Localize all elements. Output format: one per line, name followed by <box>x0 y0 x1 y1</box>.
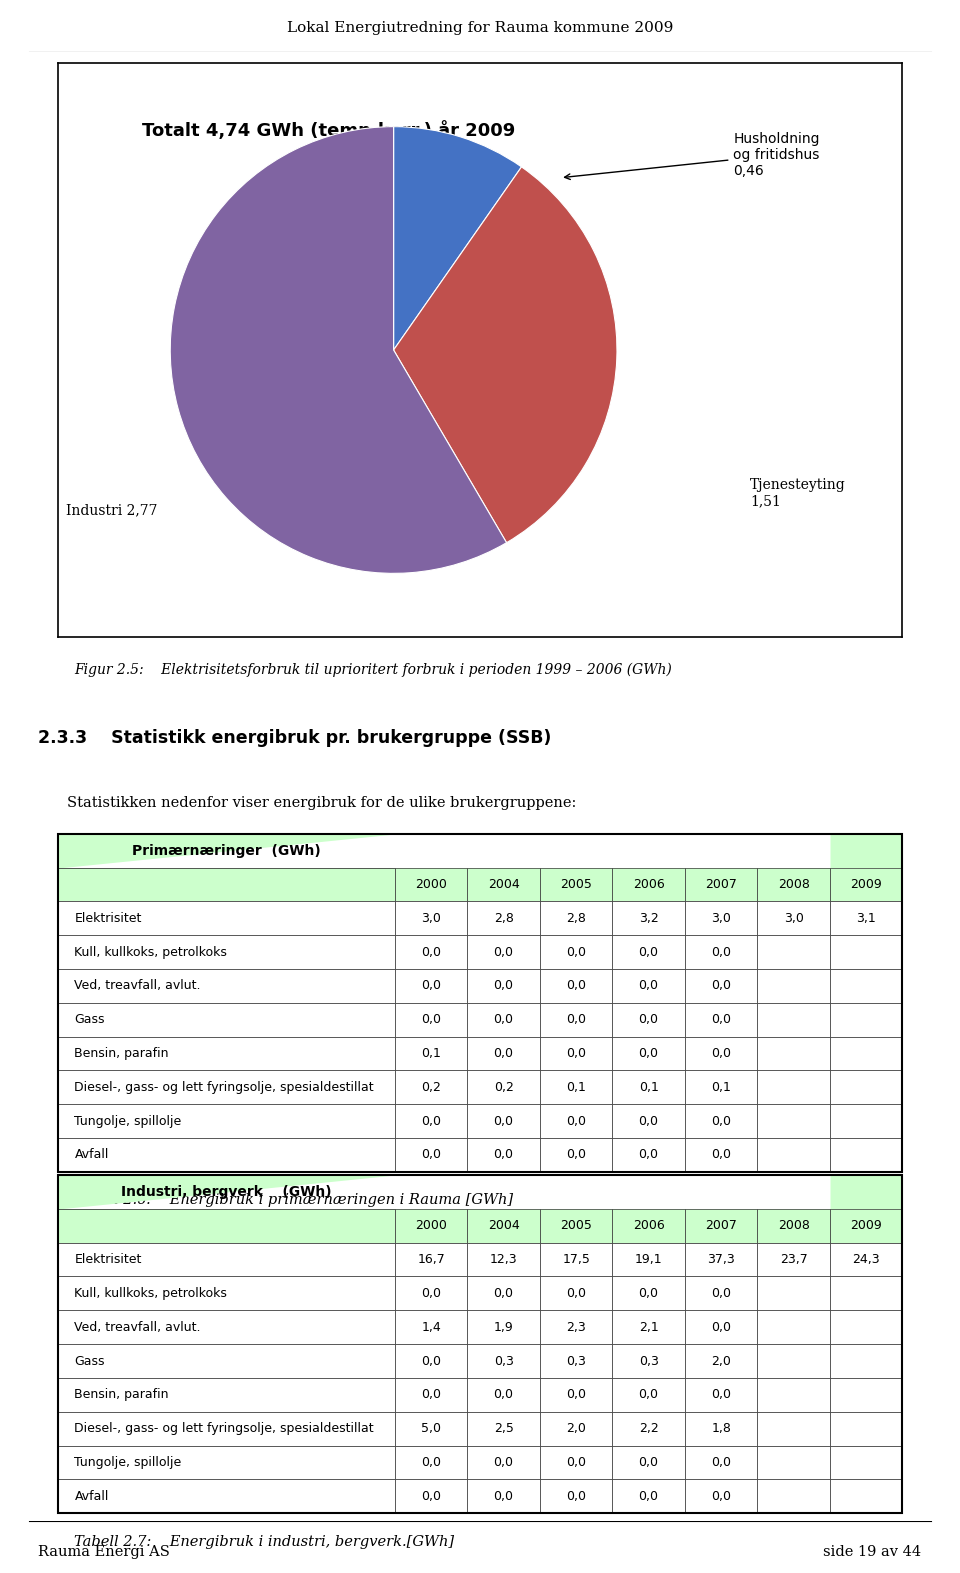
Text: Statistikken nedenfor viser energibruk for de ulike brukergruppene:: Statistikken nedenfor viser energibruk f… <box>67 796 577 810</box>
Text: Industri 2,77: Industri 2,77 <box>66 503 157 518</box>
Text: Rauma Energi AS: Rauma Energi AS <box>38 1545 170 1559</box>
Text: Tjenesteyting
1,51: Tjenesteyting 1,51 <box>751 478 846 508</box>
Text: Tabell 2.7:    Energibruk i industri, bergverk.[GWh]: Tabell 2.7: Energibruk i industri, bergv… <box>75 1535 455 1548</box>
Text: Tabell 2.6:    Energibruk i primærnæringen i Rauma [GWh]: Tabell 2.6: Energibruk i primærnæringen … <box>75 1194 514 1206</box>
Text: 2.3.3    Statistikk energibruk pr. brukergruppe (SSB): 2.3.3 Statistikk energibruk pr. brukergr… <box>38 728 552 747</box>
Text: Figur 2.5:    Elektrisitetsforbruk til uprioritert forbruk i perioden 1999 – 200: Figur 2.5: Elektrisitetsforbruk til upri… <box>75 662 672 676</box>
Text: Totalt 4,74 GWh (temp.korr.) år 2009: Totalt 4,74 GWh (temp.korr.) år 2009 <box>142 120 516 140</box>
Text: Lokal Energiutredning for Rauma kommune 2009: Lokal Energiutredning for Rauma kommune … <box>287 20 673 35</box>
Wedge shape <box>394 127 521 351</box>
Wedge shape <box>394 167 617 543</box>
Wedge shape <box>170 126 507 573</box>
Text: side 19 av 44: side 19 av 44 <box>824 1545 922 1559</box>
Text: Husholdning
og fritidshus
0,46: Husholdning og fritidshus 0,46 <box>564 132 820 179</box>
